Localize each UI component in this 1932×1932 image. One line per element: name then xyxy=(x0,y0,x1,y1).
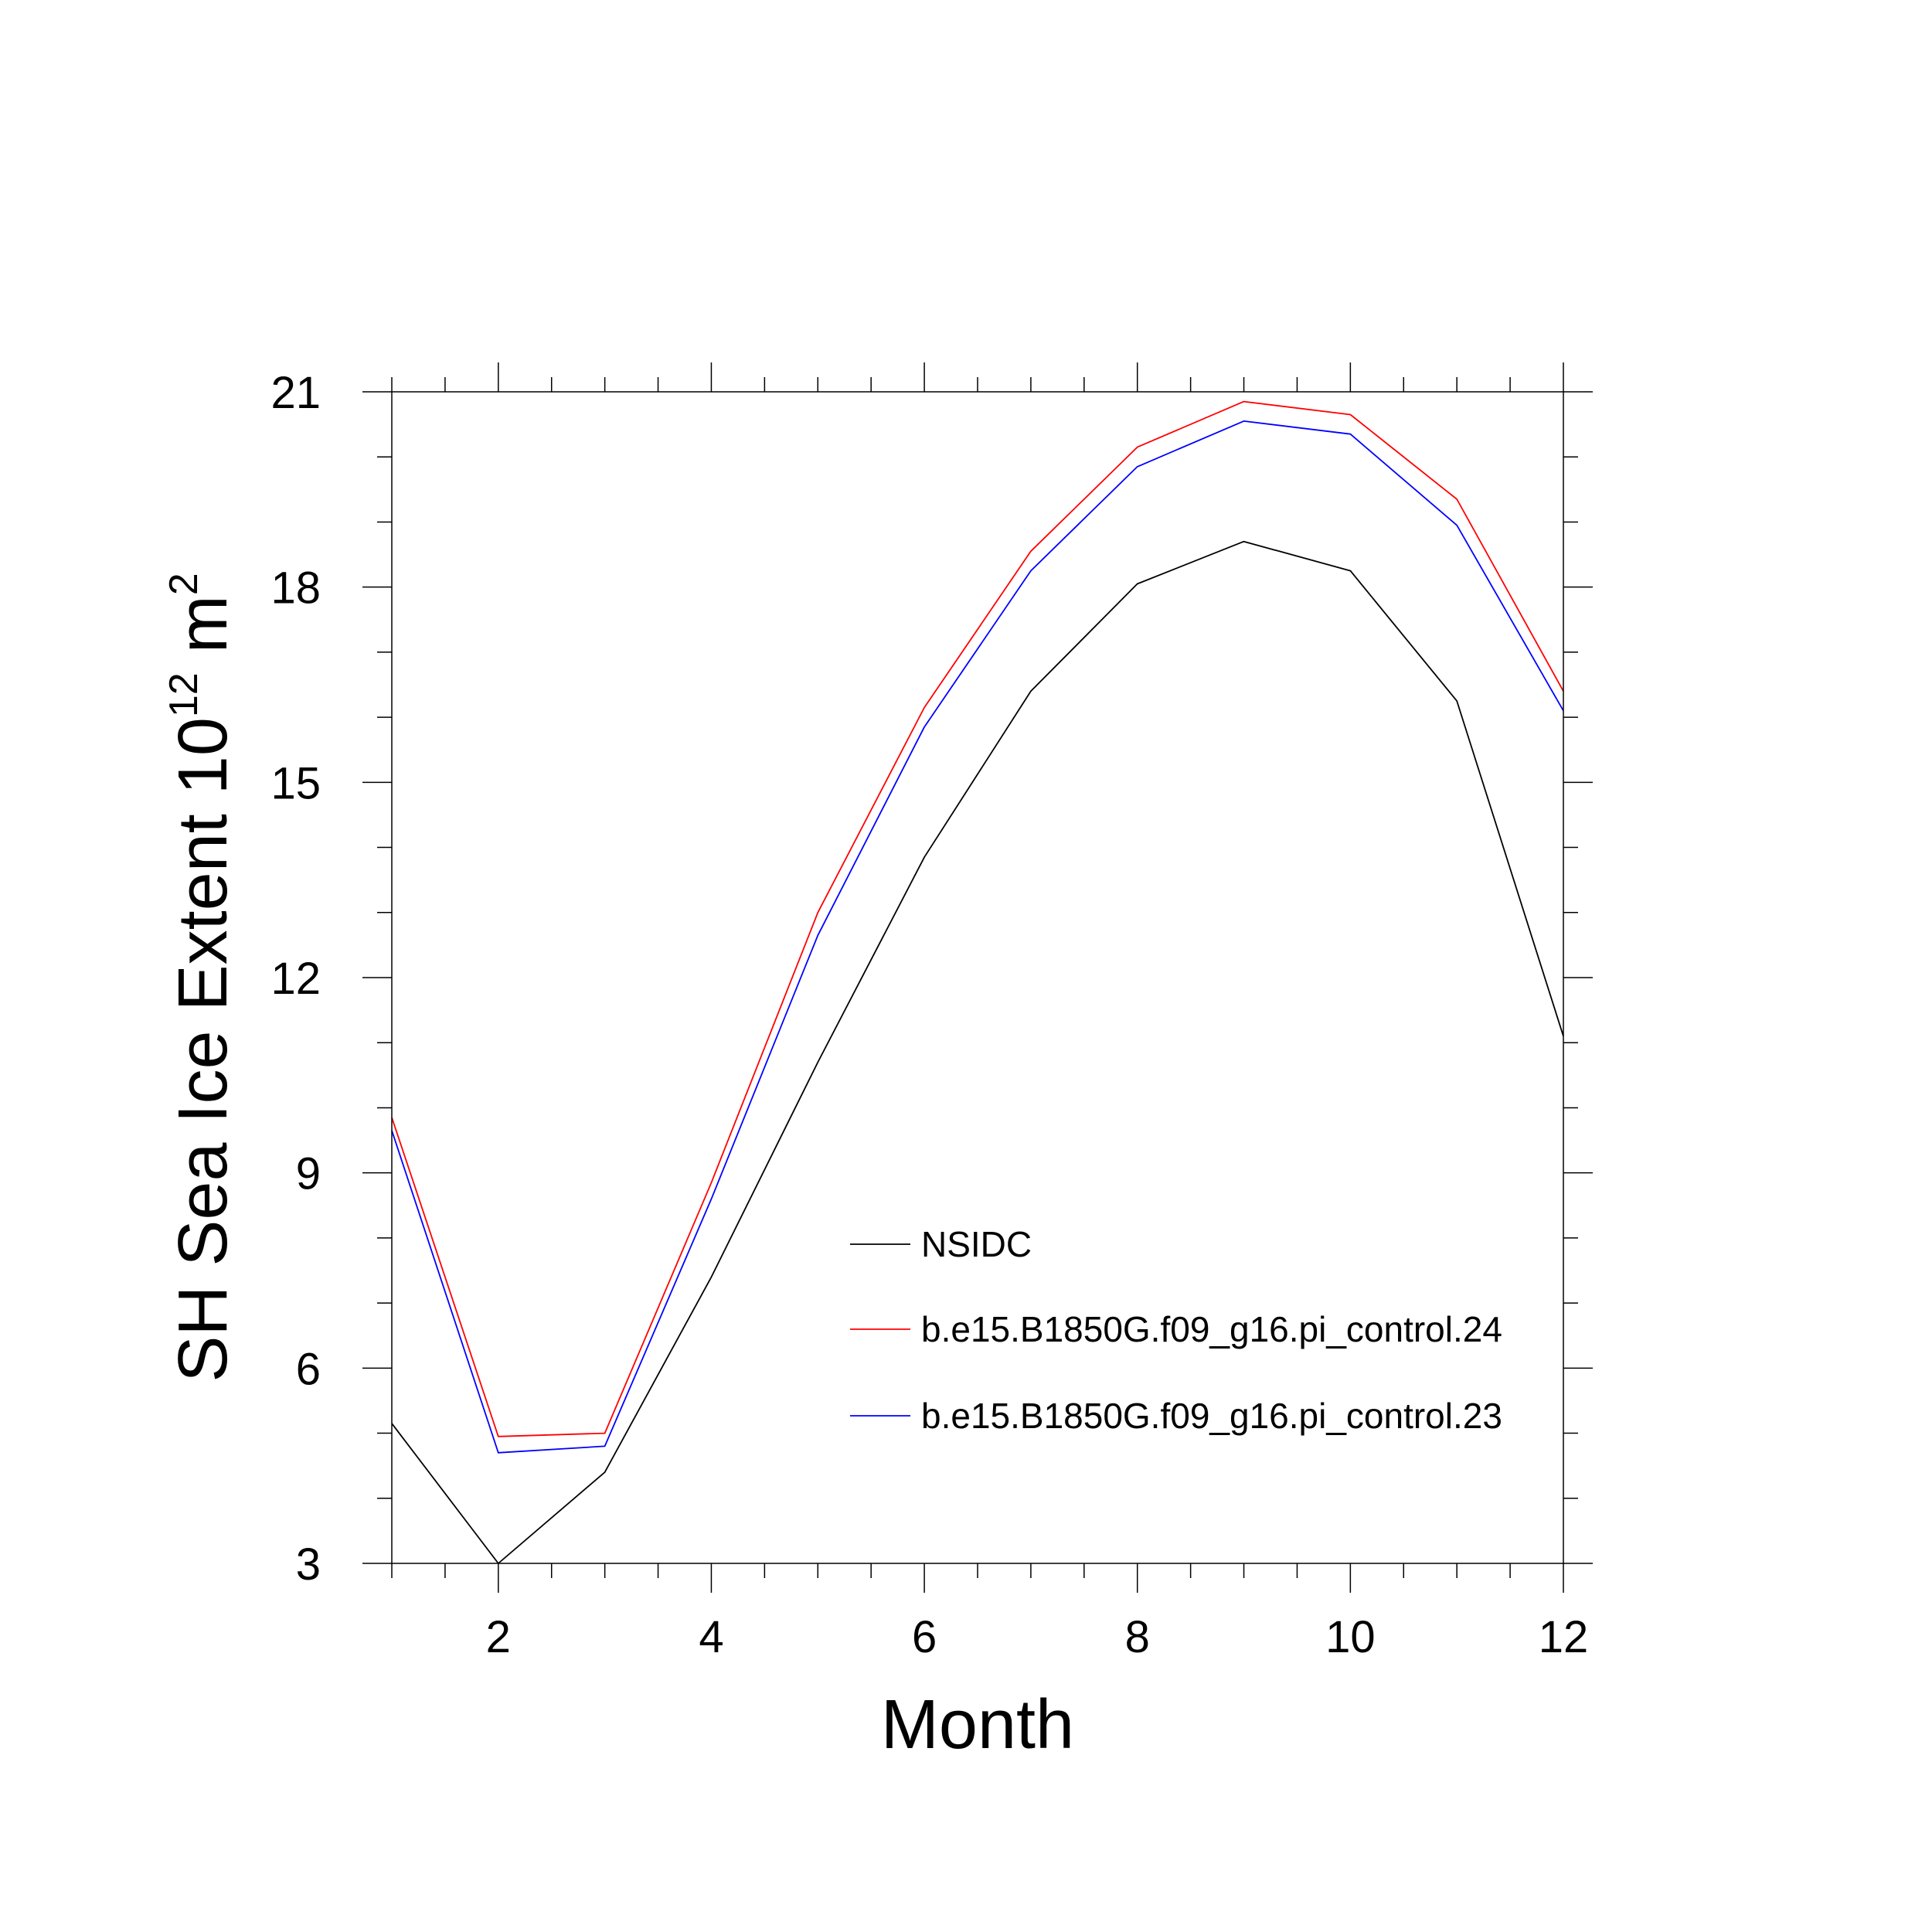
x-axis-title: Month xyxy=(881,1686,1074,1764)
axis-ticks xyxy=(362,362,1593,1593)
series-line-b-e15-b1850g-f09-g16-pi-control-23 xyxy=(391,420,1564,1454)
x-tick-label: 12 xyxy=(1539,1612,1589,1662)
y-tick-labels: 3 6 9 12 15 18 21 xyxy=(270,368,321,1590)
legend-label: b.e15.B1850G.f09_g16.pi_control.24 xyxy=(921,1309,1502,1349)
y-axis-title-unit: m xyxy=(165,595,242,672)
y-tick-label: 15 xyxy=(270,758,321,808)
series-lines xyxy=(391,400,1564,1564)
y-axis-title-text: SH Sea Ice Extent 10 xyxy=(165,717,242,1383)
series-line-nsidc xyxy=(391,540,1564,1564)
y-tick-label: 3 xyxy=(296,1539,321,1590)
legend-label: b.e15.B1850G.f09_g16.pi_control.23 xyxy=(921,1396,1502,1436)
legend: NSIDC b.e15.B1850G.f09_g16.pi_control.24b… xyxy=(850,1224,1502,1436)
x-tick-label: 2 xyxy=(486,1612,511,1662)
series-line-b-e15-b1850g-f09-g16-pi-control-24 xyxy=(391,400,1564,1437)
plot-frame xyxy=(391,391,1564,1564)
x-tick-label: 4 xyxy=(699,1612,723,1662)
y-tick-label: 9 xyxy=(296,1149,321,1199)
x-tick-label: 6 xyxy=(912,1612,937,1662)
y-axis-title-exponent: 12 xyxy=(162,672,206,717)
legend-label: NSIDC xyxy=(921,1224,1032,1264)
y-tick-label: 18 xyxy=(270,563,321,614)
y-tick-label: 21 xyxy=(270,368,321,418)
x-tick-label: 8 xyxy=(1125,1612,1150,1662)
y-tick-label: 6 xyxy=(296,1344,321,1394)
x-tick-labels: 2 4 6 8 10 12 xyxy=(486,1612,1589,1662)
y-axis-title: SH Sea Ice Extent 1012 m2 xyxy=(162,573,242,1382)
y-axis-title-unit-exponent: 2 xyxy=(162,573,206,595)
y-tick-label: 12 xyxy=(270,954,321,1004)
x-tick-label: 10 xyxy=(1325,1612,1376,1662)
